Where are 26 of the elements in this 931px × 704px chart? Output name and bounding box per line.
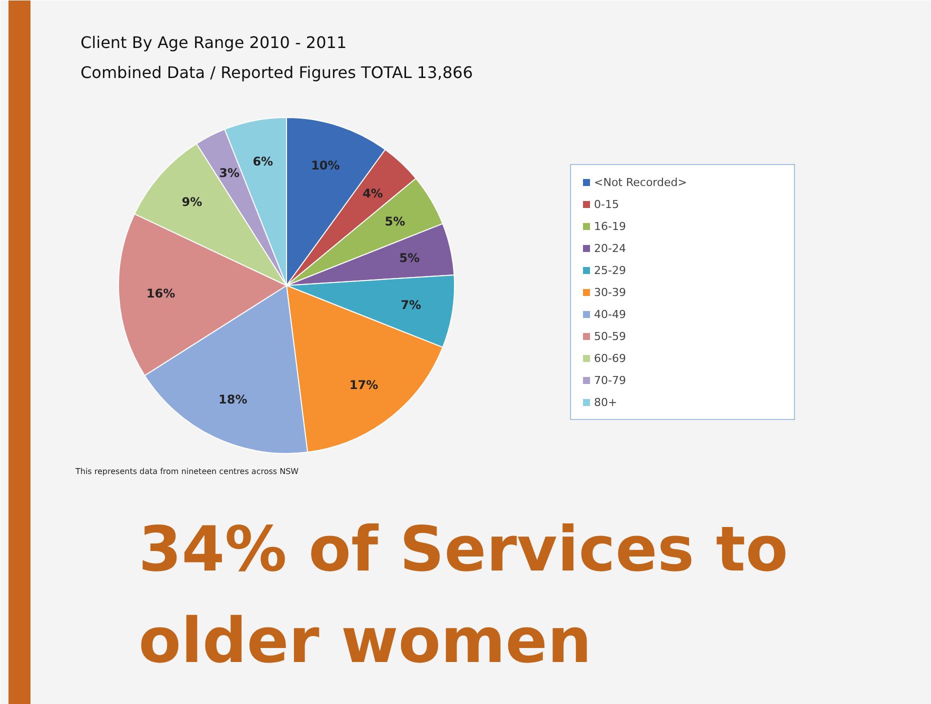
data-label: 3% <box>219 166 240 180</box>
data-label: 9% <box>182 195 202 210</box>
legend-label: 80+ <box>594 395 618 409</box>
legend-label: 40-49 <box>594 307 627 321</box>
chart-title: Client By Age Range 2010 - 2011 <box>80 33 347 52</box>
legend-label: 60-69 <box>594 351 627 365</box>
legend-label: 70-79 <box>594 373 627 387</box>
data-label: 17% <box>349 378 378 392</box>
data-label: 10% <box>311 158 340 173</box>
legend-label: 0-15 <box>594 197 620 211</box>
text: 34% of Services to older women <box>138 512 788 677</box>
data-label: 7% <box>400 298 422 312</box>
legend-label: <Not Recorded> <box>594 175 688 189</box>
data-label: 16% <box>146 286 176 300</box>
legend-label: 50-59 <box>594 329 627 343</box>
legend-label: 20-24 <box>594 241 627 255</box>
text: This represents data from nineteen centres across NSW <box>74 467 299 476</box>
legend-label: 30-39 <box>594 285 627 299</box>
data-label: 5% <box>384 214 406 228</box>
chart-subtitle: Combined Data / Reported Figures TOTAL 13,866 <box>80 63 473 82</box>
legend-label: 25-29 <box>594 263 627 277</box>
data-label: 6% <box>252 154 274 169</box>
data-label: 4% <box>362 186 383 201</box>
data-label: 5% <box>399 251 420 266</box>
legend-label: 16-19 <box>594 219 627 233</box>
data-label: 18% <box>218 392 248 407</box>
